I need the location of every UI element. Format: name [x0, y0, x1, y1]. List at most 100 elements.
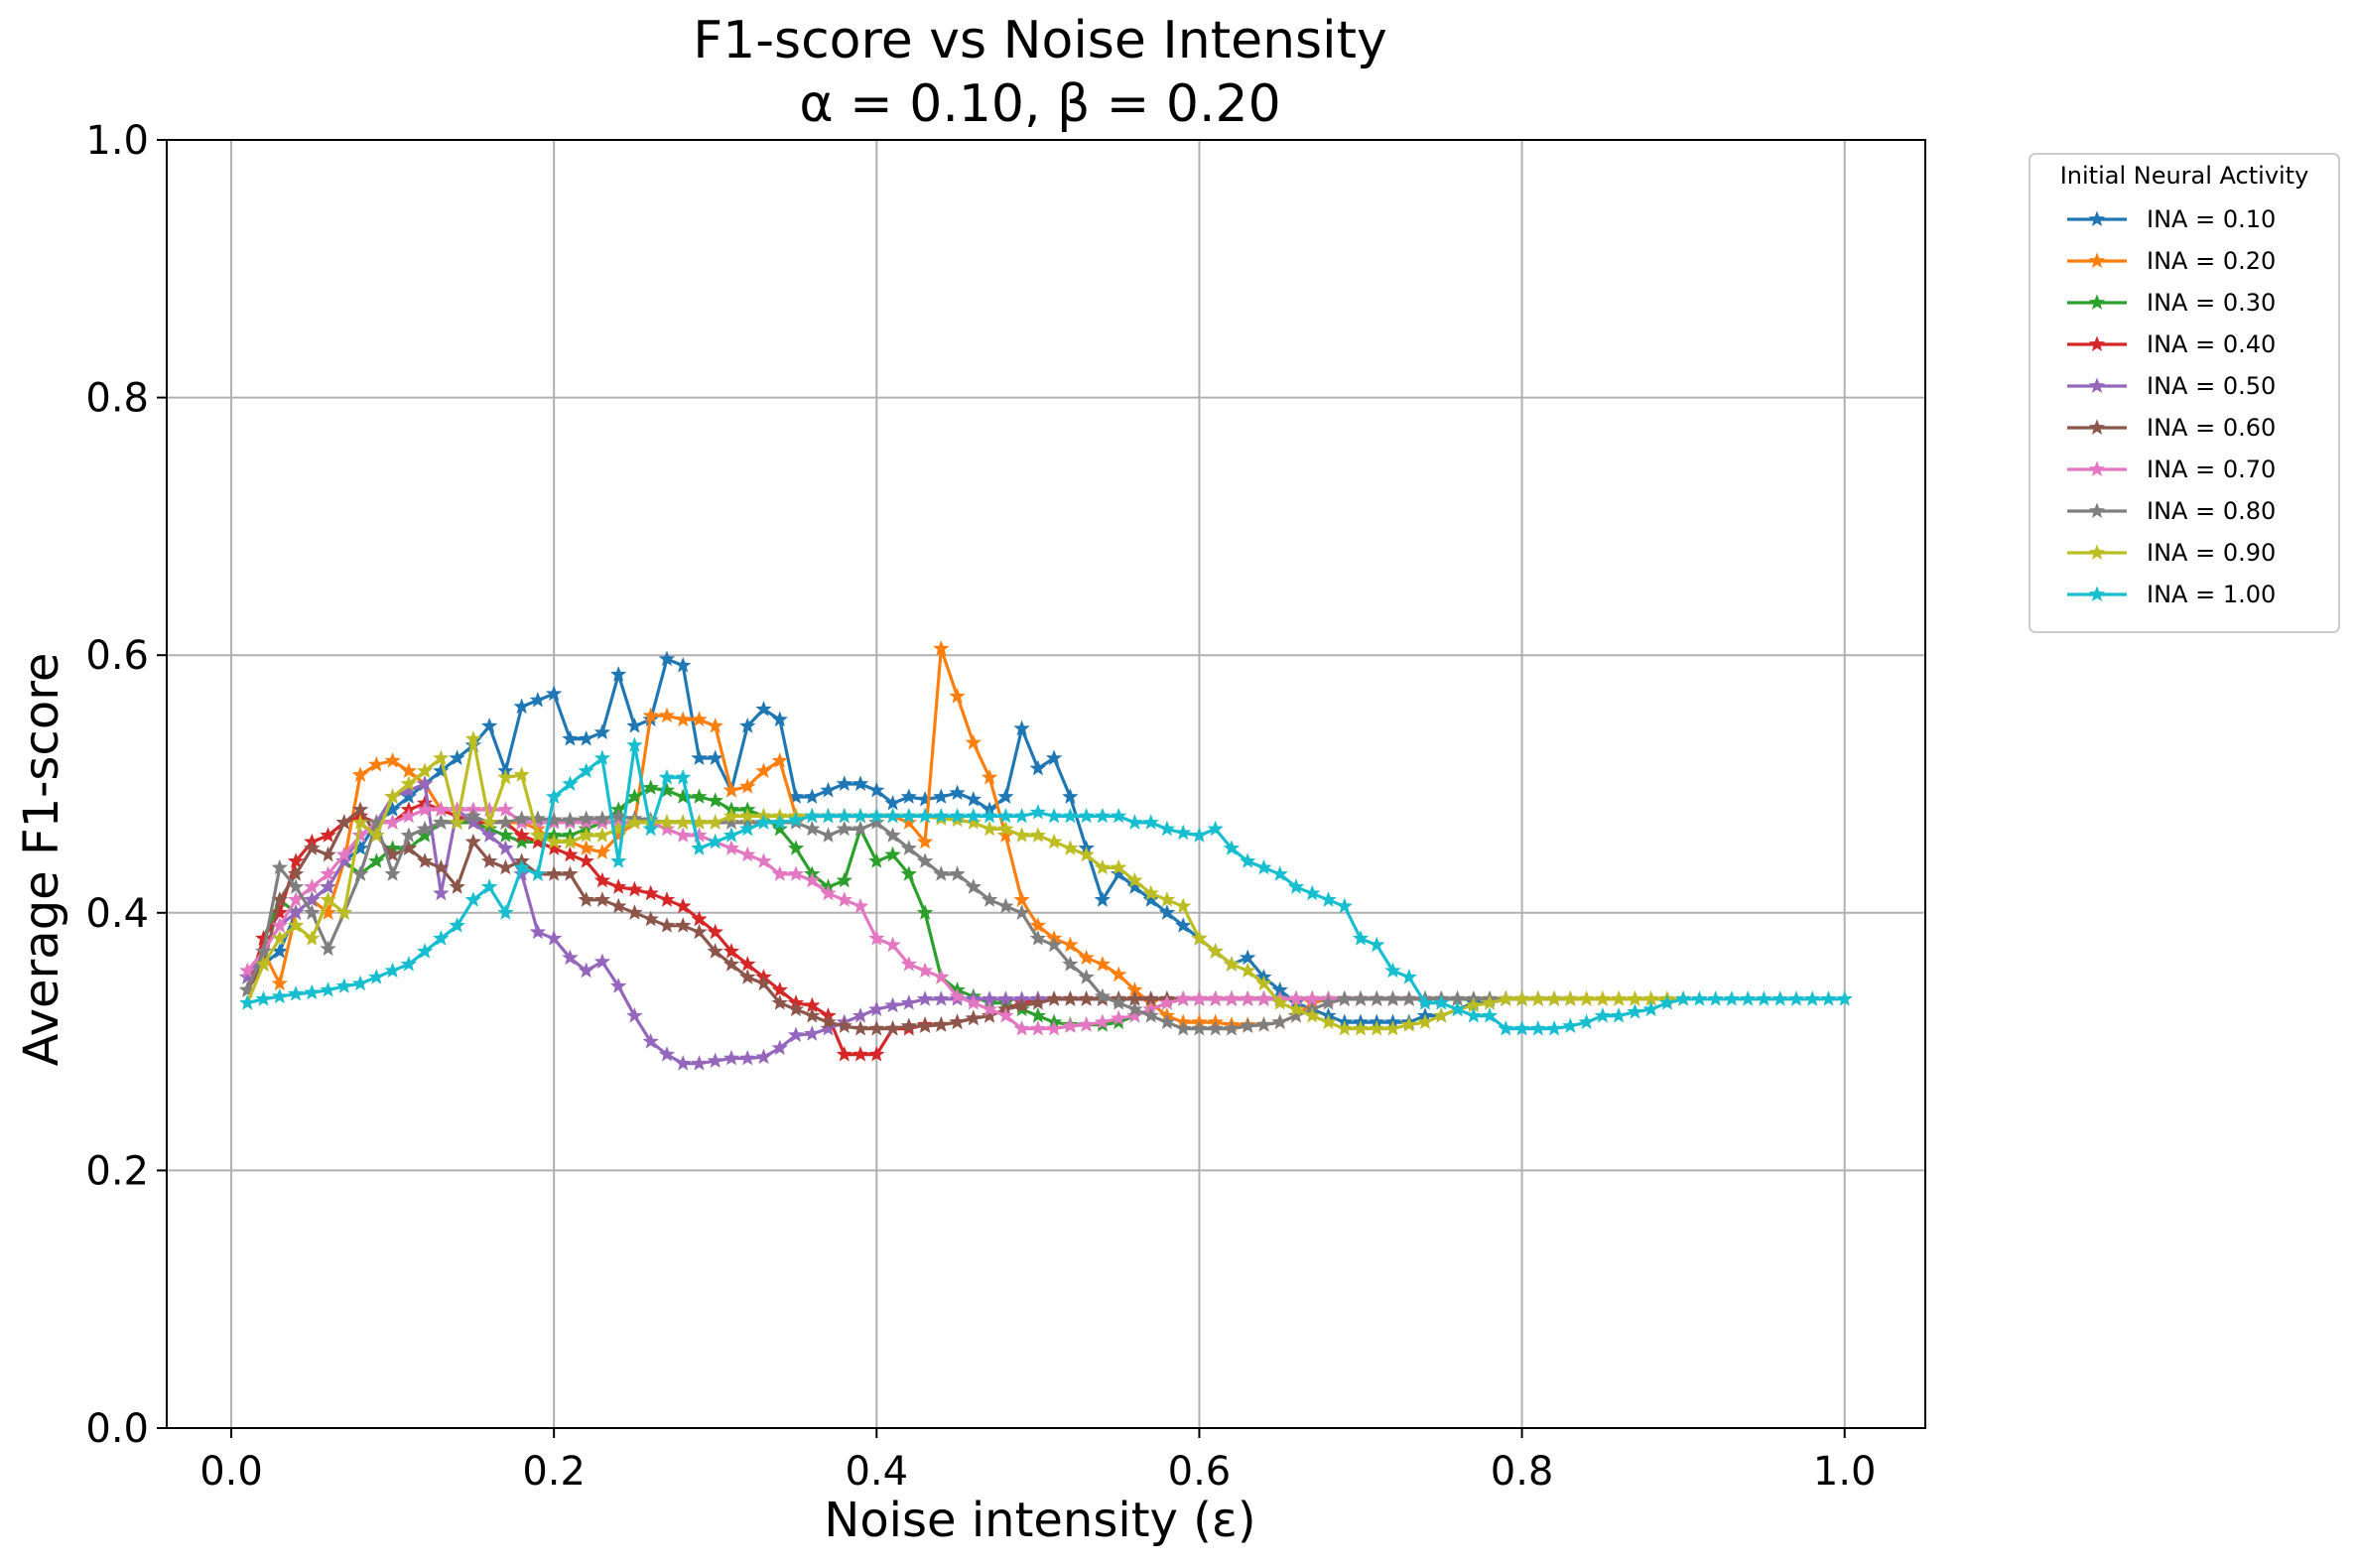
legend-item: INA = 0.10 [2067, 205, 2276, 233]
data-point [1545, 1019, 1563, 1036]
data-point [335, 846, 353, 862]
data-point [464, 729, 482, 746]
data-point [320, 891, 336, 907]
data-point [997, 827, 1014, 843]
data-point [1062, 788, 1079, 804]
data-point [320, 865, 336, 881]
data-point [1013, 996, 1030, 1013]
data-point [1045, 749, 1063, 766]
x-tick-label: 1.0 [1813, 1449, 1877, 1495]
data-point [1223, 990, 1241, 1006]
data-point [916, 990, 934, 1006]
data-point [851, 820, 869, 837]
data-point [658, 891, 676, 907]
data-point [771, 865, 788, 881]
data-point [1400, 969, 1417, 984]
data-point [1271, 865, 1288, 881]
data-point [1739, 990, 1757, 1006]
x-tick-label: 0.8 [1491, 1449, 1554, 1495]
data-point [433, 814, 450, 830]
data-point [610, 897, 627, 914]
legend-swatch-marker [2088, 460, 2106, 477]
data-point [707, 943, 723, 959]
data-point [1062, 807, 1079, 824]
data-point [965, 733, 982, 750]
data-point [933, 990, 950, 1006]
data-point [755, 1048, 772, 1065]
data-point [787, 811, 805, 828]
data-point [675, 656, 692, 673]
data-point [513, 810, 530, 827]
data-point [820, 781, 837, 798]
data-point [351, 766, 369, 782]
series-line [246, 743, 1845, 1031]
data-point [771, 981, 788, 997]
data-point [562, 729, 579, 746]
data-point [626, 814, 643, 830]
x-tick-label: 0.0 [199, 1449, 263, 1495]
data-point [1094, 891, 1112, 907]
data-point [480, 852, 498, 868]
data-point [1336, 1019, 1353, 1036]
data-point [804, 820, 821, 837]
x-tick-label: 0.6 [1168, 1449, 1232, 1495]
data-point [320, 846, 336, 862]
data-point [675, 827, 692, 843]
data-point [464, 807, 482, 824]
series-layer [239, 640, 1853, 1071]
data-point [933, 788, 950, 804]
data-point [497, 814, 514, 830]
data-point [1336, 897, 1353, 914]
data-point [965, 814, 982, 830]
data-point [1223, 956, 1241, 972]
data-point [1287, 1000, 1305, 1017]
data-point [239, 962, 256, 979]
data-point [755, 975, 772, 991]
data-point [771, 1039, 788, 1056]
data-point [836, 775, 852, 792]
data-point [433, 930, 450, 946]
data-point [497, 840, 514, 855]
data-point [400, 827, 418, 843]
data-point [739, 846, 756, 862]
data-point [675, 711, 692, 727]
data-point [255, 943, 272, 959]
data-point [1078, 990, 1095, 1006]
data-point [368, 969, 385, 984]
data-point [384, 751, 401, 768]
legend-label: INA = 0.40 [2147, 330, 2276, 358]
data-point [642, 1032, 659, 1049]
data-point [642, 884, 659, 901]
data-point [900, 807, 917, 824]
data-point [578, 762, 594, 779]
data-point [997, 1006, 1014, 1023]
legend-swatch-marker [2088, 502, 2106, 519]
data-point [1240, 990, 1256, 1006]
data-point [545, 685, 563, 702]
data-point [545, 865, 563, 881]
data-point [675, 897, 692, 914]
data-point [1094, 1013, 1112, 1030]
data-point [480, 814, 498, 830]
x-tick-label: 0.4 [845, 1449, 908, 1495]
data-point [820, 1013, 837, 1030]
data-point [658, 768, 676, 785]
data-point [239, 994, 256, 1010]
data-point [1191, 1019, 1208, 1036]
y-tick-label: 0.8 [85, 376, 149, 422]
data-point [400, 956, 418, 972]
data-point [1836, 990, 1853, 1006]
data-point [1287, 878, 1305, 894]
data-point [529, 833, 547, 849]
data-point [1723, 990, 1741, 1006]
data-point [433, 749, 450, 766]
data-point [464, 833, 482, 849]
data-point [1126, 1000, 1143, 1017]
data-point [884, 1019, 901, 1036]
legend-label: INA = 1.00 [2147, 581, 2276, 608]
legend-title: Initial Neural Activity [2060, 162, 2309, 190]
data-point [1013, 719, 1030, 736]
data-point [1240, 949, 1256, 966]
data-point [771, 814, 788, 830]
data-point [642, 707, 659, 723]
